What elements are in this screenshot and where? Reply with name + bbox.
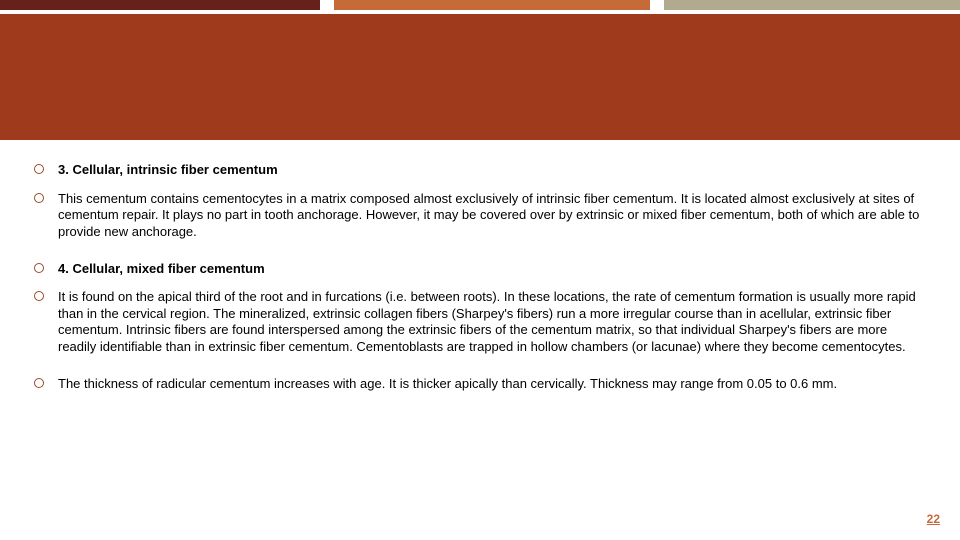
- list-item-text: The thickness of radicular cementum incr…: [58, 376, 837, 391]
- accent-bar-1: [0, 0, 320, 10]
- list-item: It is found on the apical third of the r…: [34, 289, 926, 356]
- list-item: 4. Cellular, mixed fiber cementum: [34, 261, 926, 278]
- title-block: [0, 14, 960, 140]
- list-item-text: This cementum contains cementocytes in a…: [58, 191, 919, 239]
- bullet-icon: [34, 291, 44, 301]
- accent-bars: [0, 0, 960, 10]
- accent-gap-1: [320, 0, 334, 10]
- list-item: 3. Cellular, intrinsic fiber cementum: [34, 162, 926, 179]
- list-item: The thickness of radicular cementum incr…: [34, 376, 926, 393]
- bullet-icon: [34, 193, 44, 203]
- list-item-text: 4. Cellular, mixed fiber cementum: [58, 261, 265, 276]
- list-item-text: It is found on the apical third of the r…: [58, 289, 916, 354]
- bullet-icon: [34, 263, 44, 273]
- accent-bar-2: [334, 0, 650, 10]
- bullet-icon: [34, 164, 44, 174]
- list-item-text: 3. Cellular, intrinsic fiber cementum: [58, 162, 278, 177]
- slide: 3. Cellular, intrinsic fiber cementum Th…: [0, 0, 960, 540]
- body-content: 3. Cellular, intrinsic fiber cementum Th…: [0, 140, 960, 392]
- bullet-icon: [34, 378, 44, 388]
- accent-gap-2: [650, 0, 664, 10]
- accent-bar-3: [664, 0, 960, 10]
- list-item: This cementum contains cementocytes in a…: [34, 191, 926, 241]
- page-number: 22: [927, 512, 940, 526]
